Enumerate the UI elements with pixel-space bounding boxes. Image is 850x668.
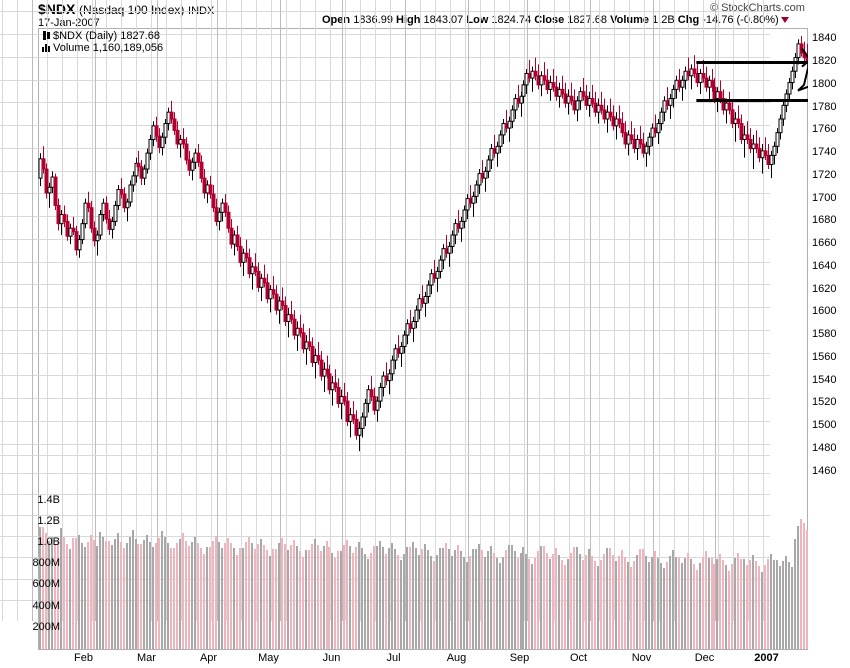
volume-tick-label: 800M [32, 557, 60, 570]
volume-tick-label: 400M [32, 599, 60, 612]
close-label: Close [534, 14, 565, 26]
date-tick-label: Jun [322, 652, 341, 664]
price-tick-label: 1680 [812, 214, 837, 227]
price-tick-label: 1780 [812, 100, 837, 113]
date-tick-label: Dec [694, 652, 715, 664]
price-tick-label: 1580 [812, 328, 837, 341]
high-value: 1843.07 [423, 14, 464, 26]
price-tick-label: 1520 [812, 396, 837, 409]
date-tick-label: Feb [74, 652, 93, 664]
low-value: 1824.74 [491, 14, 532, 26]
date-tick-label: Jul [386, 652, 401, 664]
close-value: 1827.68 [567, 14, 608, 26]
price-tick-label: 1460 [812, 464, 837, 477]
change-down-triangle-icon [780, 17, 789, 24]
date-tick-label: Oct [569, 652, 588, 664]
volume-tick-label: 200M [32, 620, 60, 633]
volume-tick-label: 1.2B [37, 514, 60, 527]
date-tick-label: Aug [446, 652, 467, 664]
legend-row-volume: Volume 1,160,189,056 [42, 42, 163, 54]
price-tick-label: 1500 [812, 419, 837, 432]
change-value: -14.76 (-0.80%) [702, 14, 779, 26]
open-label: Open [322, 14, 351, 26]
volume-tick-label: 1.0B [37, 536, 60, 548]
date-tick-label: Sep [509, 652, 530, 664]
price-tick-label: 1600 [812, 305, 837, 318]
open-value: 1836.99 [353, 14, 393, 26]
date-tick-label: 2007 [754, 652, 779, 664]
volume-tick-label: 1.4B [37, 493, 60, 506]
price-tick-label: 1480 [812, 441, 837, 454]
legend-row-price: $NDX (Daily) 1827.68 [42, 30, 163, 42]
price-tick-label: 1620 [812, 282, 837, 295]
legend-price-label: $NDX (Daily) 1827.68 [53, 30, 160, 42]
price-tick-label: 1720 [812, 168, 837, 181]
company-name-label: (Nasdaq 100 Index) [78, 3, 185, 17]
chart-date: 17-Jan-2007 [38, 17, 100, 29]
chart-legend: $NDX (Daily) 1827.68 Volume 1,160,189,05… [42, 30, 163, 54]
candlestick-icon [42, 31, 51, 40]
date-tick-label: May [258, 652, 279, 664]
price-tick-label: 1760 [812, 123, 837, 136]
price-tick-label: 1700 [812, 191, 837, 204]
chart-annotations [696, 47, 808, 102]
date-tick-label: Mar [137, 652, 156, 664]
date-tick-label: Apr [199, 652, 218, 664]
price-tick-label: 1840 [812, 32, 837, 45]
volume-bars [39, 519, 808, 649]
high-label: High [396, 14, 421, 26]
volume-bars-icon [42, 44, 51, 52]
volume-value: 1.2B [652, 14, 675, 26]
low-label: Low [466, 14, 489, 26]
price-tick-label: 1640 [812, 259, 837, 272]
price-tick-label: 1560 [812, 350, 837, 363]
legend-volume-label: Volume 1,160,189,056 [53, 42, 164, 54]
price-tick-label: 1660 [812, 237, 837, 250]
price-tick-label: 1800 [812, 77, 837, 90]
volume-tick-label: 600M [32, 578, 60, 591]
price-candlesticks [38, 35, 808, 452]
date-tick-label: Nov [631, 652, 652, 664]
price-tick-label: 1740 [812, 146, 837, 159]
price-tick-label: 1540 [812, 373, 837, 386]
price-tick-label: 1820 [812, 55, 837, 68]
